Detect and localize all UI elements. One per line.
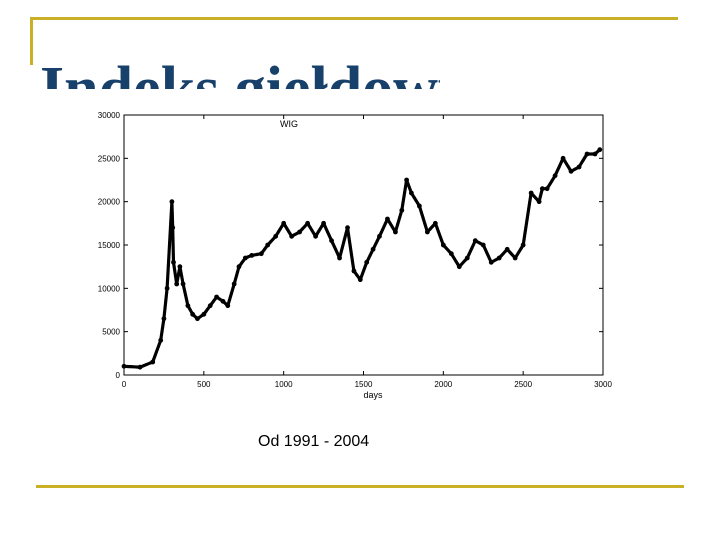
data-point [329, 238, 334, 244]
data-point [171, 259, 176, 265]
data-point [576, 164, 582, 170]
data-point [137, 364, 143, 370]
x-tick-label: 0 [122, 380, 127, 389]
data-point [169, 199, 175, 205]
data-point [265, 242, 271, 248]
data-point [236, 264, 242, 270]
data-point [351, 268, 357, 274]
data-point [424, 229, 430, 235]
data-point [305, 220, 311, 226]
y-tick-label: 0 [116, 371, 121, 380]
data-point [185, 303, 191, 309]
x-axis-label: days [363, 390, 383, 400]
y-tick-label: 30000 [98, 111, 121, 120]
slide-title: Indeks giełdowy WIG [40, 55, 440, 89]
data-point [281, 220, 287, 226]
y-tick-label: 10000 [98, 284, 121, 293]
data-points [121, 147, 603, 370]
data-point [544, 186, 550, 192]
data-point [536, 199, 542, 205]
data-point [158, 337, 164, 343]
data-point [448, 251, 454, 257]
data-point [214, 294, 220, 300]
x-tick-label: 3000 [594, 380, 612, 389]
data-point [220, 298, 226, 304]
data-point [416, 203, 422, 209]
data-point [195, 316, 200, 322]
chart-caption: Od 1991 - 2004 [258, 433, 370, 450]
data-point [164, 285, 170, 291]
chart-area: 0 500 1000 1500 2000 2500 3000 0 5000 10000 15000 2… [60, 100, 620, 410]
data-point [385, 216, 390, 222]
data-point [161, 316, 167, 322]
data-point [190, 311, 196, 317]
data-point [273, 233, 279, 239]
y-tick-label: 20000 [98, 198, 121, 207]
wig-chart: 0 500 1000 1500 2000 2500 30000500010000150002… [98, 111, 613, 400]
data-point [480, 242, 486, 248]
data-point [345, 225, 350, 231]
data-point [321, 220, 326, 226]
data-point [488, 259, 494, 265]
data-point [456, 264, 462, 270]
data-point [364, 259, 370, 265]
data-point [560, 155, 566, 161]
data-point [177, 264, 183, 270]
data-point [225, 303, 231, 309]
x-tick-label: 500 [197, 380, 211, 389]
data-point [313, 233, 318, 239]
data-point [150, 359, 156, 365]
data-point [357, 277, 363, 283]
data-point [337, 255, 342, 261]
data-point [207, 303, 213, 309]
data-point [174, 281, 180, 287]
data-point [231, 281, 237, 287]
x-tick-label: 1000 [275, 380, 293, 389]
data-point [539, 186, 545, 192]
data-point [393, 229, 398, 235]
data-point [520, 242, 526, 248]
data-point [370, 246, 376, 252]
axis-ticks: 0 500 1000 1500 2000 2500 30000500010000150002… [98, 111, 613, 389]
bottom-rule [36, 485, 684, 488]
y-tick-label: 15000 [98, 241, 121, 250]
data-point [552, 173, 558, 179]
wig-series-line [122, 148, 602, 369]
x-tick-label: 2500 [514, 380, 532, 389]
data-point [201, 311, 207, 317]
data-point [512, 255, 518, 261]
legend-label: WIG [280, 119, 298, 129]
x-tick-label: 1500 [355, 380, 373, 389]
data-point [249, 253, 255, 258]
top-rule [30, 17, 678, 20]
data-point [528, 190, 534, 196]
data-point [597, 147, 603, 153]
data-point [180, 281, 186, 287]
data-point [592, 151, 598, 157]
data-point [432, 220, 438, 226]
data-point [568, 168, 574, 174]
data-point [464, 255, 470, 261]
data-point [404, 177, 410, 183]
plot-frame [123, 114, 604, 376]
data-point [399, 207, 405, 213]
data-point [121, 363, 127, 369]
data-point [584, 151, 590, 157]
data-point [496, 255, 502, 261]
data-point [440, 242, 446, 248]
data-point [170, 225, 176, 231]
data-point [504, 246, 510, 252]
data-point [409, 190, 414, 196]
data-point [297, 229, 303, 235]
data-point [289, 233, 295, 239]
left-rule [30, 17, 33, 65]
y-tick-label: 25000 [98, 154, 121, 163]
data-point [377, 233, 382, 239]
y-tick-label: 5000 [102, 328, 120, 337]
data-point [472, 238, 478, 244]
x-tick-label: 2000 [434, 380, 452, 389]
data-point [242, 255, 248, 261]
data-point [258, 251, 264, 257]
